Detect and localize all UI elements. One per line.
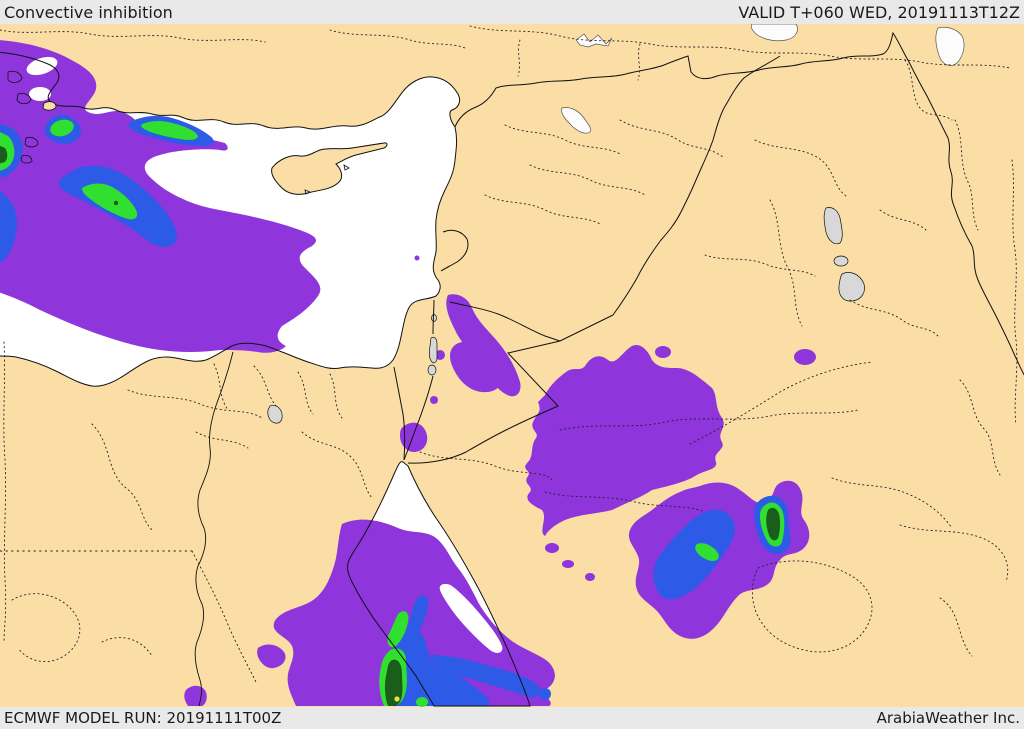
border-turkey-syria-iraq-tigris bbox=[454, 31, 1024, 376]
sea-gap bbox=[29, 87, 51, 101]
cin-spot bbox=[414, 255, 420, 261]
sea-of-galilee bbox=[431, 314, 437, 322]
dead-sea bbox=[429, 336, 438, 364]
map-canvas bbox=[0, 24, 1024, 707]
border-syria-jordan bbox=[449, 301, 561, 342]
cin-spot bbox=[794, 349, 816, 365]
lake-van bbox=[750, 24, 798, 42]
lake-habbaniyah bbox=[833, 255, 849, 267]
cin-blob-mediterranean bbox=[0, 40, 321, 353]
red-sea-open-water bbox=[439, 583, 503, 653]
border-egypt-israel bbox=[393, 366, 406, 461]
cin-spot bbox=[655, 346, 671, 358]
cyprus-island bbox=[271, 142, 388, 195]
border-jordan-saudi bbox=[407, 314, 614, 464]
page-title: Convective inhibition bbox=[4, 2, 173, 22]
cin-blob-central bbox=[525, 344, 724, 536]
provider-label: ArabiaWeather Inc. bbox=[876, 709, 1020, 727]
cin-spot bbox=[430, 396, 438, 404]
ataturk-reservoir bbox=[575, 33, 613, 48]
border-jordan-valley bbox=[403, 299, 435, 461]
lake-razzaza bbox=[838, 272, 865, 302]
cin-blob-negev bbox=[400, 422, 428, 452]
sea-gap bbox=[26, 56, 58, 76]
border-lebanon bbox=[440, 229, 469, 272]
admin-boundaries bbox=[0, 25, 1018, 683]
cin-darkgreen-layer bbox=[0, 145, 781, 706]
footer-bar: ECMWF MODEL RUN: 20191111T00Z ArabiaWeat… bbox=[0, 707, 1024, 729]
cin-spot bbox=[585, 573, 595, 581]
header-bar: Convective inhibition VALID T+060 WED, 2… bbox=[0, 0, 1024, 24]
rhodes-island bbox=[42, 101, 57, 111]
valid-time-label: VALID T+060 WED, 20191113T12Z bbox=[738, 2, 1020, 22]
nile-river bbox=[194, 351, 234, 707]
country-borders bbox=[194, 31, 1024, 707]
cin-yellow-core bbox=[394, 696, 400, 702]
cin-band-jordan bbox=[446, 294, 521, 397]
forecast-map bbox=[0, 24, 1024, 707]
cyprus-bay-mark bbox=[343, 164, 350, 171]
bitter-lake bbox=[267, 405, 283, 424]
cyprus-bay-mark bbox=[304, 189, 311, 195]
aegean-islands bbox=[7, 70, 57, 164]
cin-spot bbox=[435, 350, 445, 360]
cin-spot bbox=[545, 543, 559, 553]
lake-assad bbox=[561, 107, 591, 134]
cin-spot-west bbox=[257, 644, 286, 669]
border-syria-iraq bbox=[612, 55, 781, 316]
lake-urmia bbox=[935, 26, 965, 66]
dead-sea-south bbox=[427, 364, 437, 376]
cin-spot-bottomleft bbox=[184, 685, 207, 706]
lake-tharthar bbox=[823, 207, 843, 245]
cin-spot bbox=[562, 560, 574, 568]
model-run-label: ECMWF MODEL RUN: 20191111T00Z bbox=[4, 709, 282, 727]
lakes bbox=[267, 24, 965, 424]
